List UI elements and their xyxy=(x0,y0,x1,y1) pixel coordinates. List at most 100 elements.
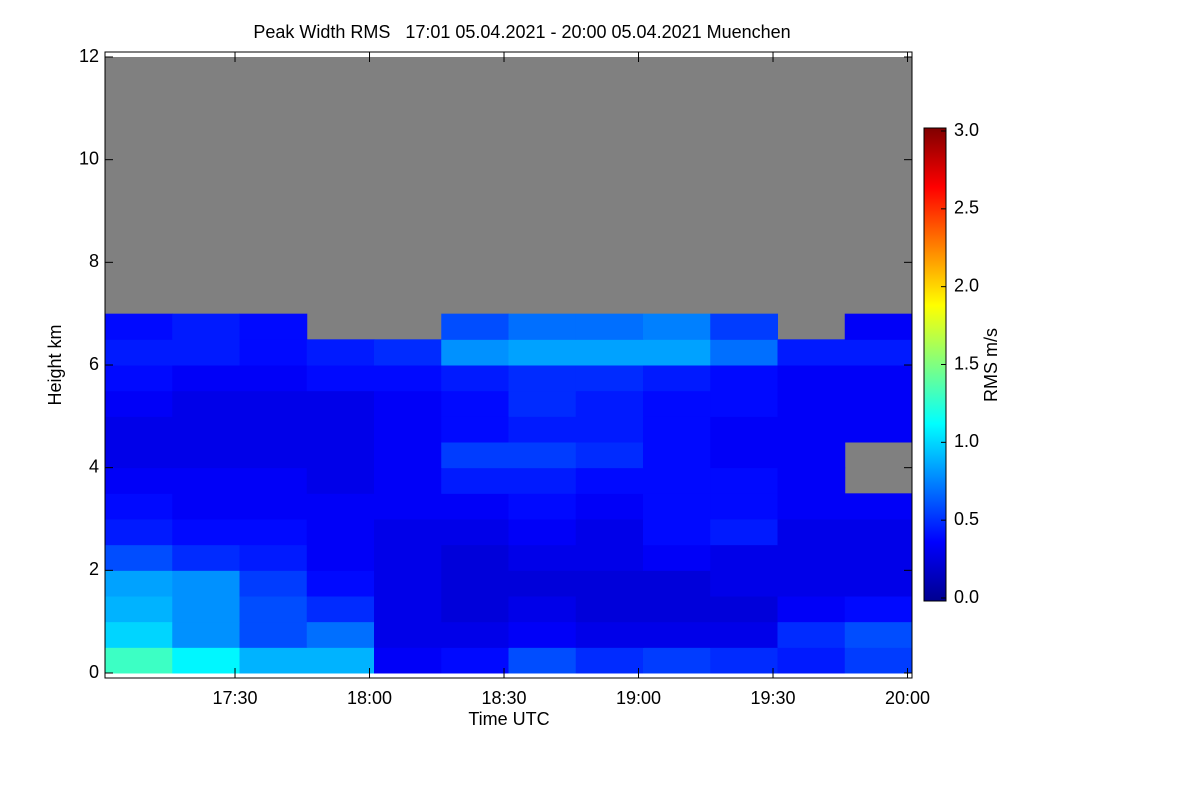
heatmap-cell xyxy=(441,416,509,443)
heatmap-cell xyxy=(441,647,509,674)
colorbar-tick-label: 1.0 xyxy=(954,431,979,451)
heatmap-cell xyxy=(643,519,711,546)
colorbar-tick-label: 3.0 xyxy=(954,120,979,140)
heatmap-cell xyxy=(374,416,442,443)
heatmap-cell xyxy=(306,493,375,520)
heatmap-cell xyxy=(239,596,308,623)
heatmap-cell xyxy=(844,621,913,648)
heatmap-cell xyxy=(777,339,846,366)
heatmap-cell xyxy=(575,596,644,623)
heatmap-cell xyxy=(777,442,846,469)
heatmap-cell xyxy=(643,621,711,648)
heatmap-cell xyxy=(643,467,711,494)
y-axis-label: Height km xyxy=(45,324,65,405)
heatmap-cell xyxy=(643,390,711,417)
heatmap-cell xyxy=(239,390,308,417)
heatmap-cell xyxy=(575,442,644,469)
heatmap-cell xyxy=(239,544,308,571)
heatmap-cell xyxy=(172,519,240,546)
heatmap-cell xyxy=(306,390,375,417)
heatmap-cell xyxy=(105,339,173,366)
heatmap-cell xyxy=(643,570,711,597)
heatmap-cell xyxy=(643,313,711,340)
heatmap-cell xyxy=(441,570,509,597)
heatmap-cell xyxy=(508,339,577,366)
heatmap-cell xyxy=(172,596,240,623)
heatmap-cell xyxy=(374,442,442,469)
heatmap-cell xyxy=(172,339,240,366)
heatmap-cell xyxy=(172,390,240,417)
heatmap-cell xyxy=(306,416,375,443)
heatmap-cell xyxy=(374,365,442,392)
heatmap-cell xyxy=(844,544,913,571)
heatmap-cell xyxy=(508,647,577,674)
heatmap-cell xyxy=(441,390,509,417)
heatmap-cell xyxy=(441,365,509,392)
heatmap-cell xyxy=(306,647,375,674)
heatmap-cell xyxy=(643,416,711,443)
x-axis-label: Time UTC xyxy=(468,709,549,729)
x-tick-label: 19:00 xyxy=(616,688,661,708)
heatmap-cell xyxy=(777,570,846,597)
heatmap-cell xyxy=(441,339,509,366)
heatmap-cell xyxy=(374,596,442,623)
heatmap-cell xyxy=(710,647,778,674)
heatmap-cell xyxy=(105,416,173,443)
heatmap-cell xyxy=(844,365,913,392)
heatmap-cell xyxy=(306,339,375,366)
heatmap-cell xyxy=(777,519,846,546)
heatmap-cell xyxy=(575,416,644,443)
heatmap-cell xyxy=(105,544,173,571)
heatmap-cell xyxy=(710,621,778,648)
heatmap-cell xyxy=(105,493,173,520)
heatmap-cell xyxy=(374,467,442,494)
heatmap-cell xyxy=(441,467,509,494)
heatmap-cell xyxy=(844,647,913,674)
heatmap-cell xyxy=(575,621,644,648)
colorbar-tick-label: 0.5 xyxy=(954,509,979,529)
heatmap-cell xyxy=(374,519,442,546)
heatmap-cell xyxy=(777,390,846,417)
heatmap-cell xyxy=(710,596,778,623)
heatmap-cell xyxy=(306,519,375,546)
heatmap-cell xyxy=(239,365,308,392)
heatmap-cell xyxy=(172,365,240,392)
heatmap-cell xyxy=(777,493,846,520)
heatmap-cell xyxy=(508,365,577,392)
y-tick-label: 8 xyxy=(89,251,99,271)
heatmap-cell xyxy=(239,621,308,648)
heatmap-cell xyxy=(643,647,711,674)
heatmap-cell xyxy=(441,519,509,546)
heatmap-cell xyxy=(172,493,240,520)
heatmap-cell xyxy=(105,570,173,597)
heatmap-cell xyxy=(239,416,308,443)
heatmap-cell xyxy=(777,596,846,623)
heatmap-cell xyxy=(172,621,240,648)
heatmap-cell xyxy=(575,519,644,546)
heatmap-cell xyxy=(374,570,442,597)
x-tick-label: 18:00 xyxy=(347,688,392,708)
heatmap-cell xyxy=(777,621,846,648)
heatmap-cell xyxy=(508,313,577,340)
colorbar-tick-label: 1.5 xyxy=(954,353,979,373)
heatmap-cell xyxy=(710,493,778,520)
heatmap-cell xyxy=(172,467,240,494)
heatmap-cell xyxy=(508,442,577,469)
heatmap-cell xyxy=(441,313,509,340)
heatmap-cell xyxy=(643,544,711,571)
x-tick-label: 19:30 xyxy=(750,688,795,708)
y-tick-label: 10 xyxy=(79,148,99,168)
heatmap-cell xyxy=(575,467,644,494)
heatmap-cell xyxy=(239,339,308,366)
heatmap-cell xyxy=(441,596,509,623)
heatmap-cell xyxy=(374,339,442,366)
heatmap-cell xyxy=(575,365,644,392)
y-tick-label: 12 xyxy=(79,46,99,66)
heatmap-cell xyxy=(710,416,778,443)
heatmap-cell xyxy=(239,493,308,520)
heatmap-cell xyxy=(105,467,173,494)
heatmap-cell xyxy=(105,442,173,469)
heatmap-cell xyxy=(508,493,577,520)
colorbar-tick-label: 2.0 xyxy=(954,275,979,295)
